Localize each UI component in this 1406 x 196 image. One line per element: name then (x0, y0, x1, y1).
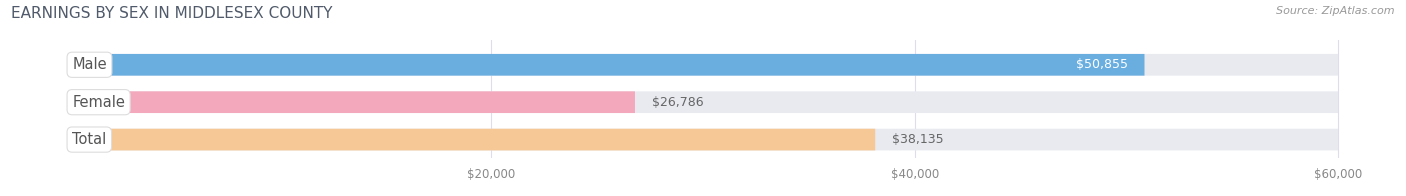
Text: Source: ZipAtlas.com: Source: ZipAtlas.com (1277, 6, 1395, 16)
FancyBboxPatch shape (67, 91, 636, 113)
FancyBboxPatch shape (67, 54, 1339, 76)
Text: Female: Female (72, 95, 125, 110)
FancyBboxPatch shape (67, 54, 1144, 76)
FancyBboxPatch shape (67, 129, 1339, 150)
Text: $26,786: $26,786 (652, 96, 703, 109)
Text: $38,135: $38,135 (893, 133, 943, 146)
Text: EARNINGS BY SEX IN MIDDLESEX COUNTY: EARNINGS BY SEX IN MIDDLESEX COUNTY (11, 6, 333, 21)
Text: $50,855: $50,855 (1076, 58, 1128, 71)
Text: Total: Total (72, 132, 107, 147)
FancyBboxPatch shape (67, 129, 875, 150)
FancyBboxPatch shape (67, 91, 1339, 113)
Text: Male: Male (72, 57, 107, 72)
